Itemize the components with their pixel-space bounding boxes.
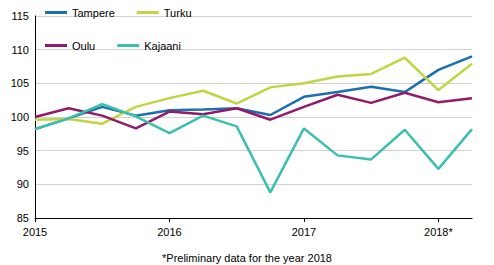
svg-text:115: 115 <box>11 10 29 22</box>
svg-text:*Preliminary data for the year: *Preliminary data for the year 2018 <box>162 252 332 264</box>
svg-text:Tampere: Tampere <box>72 7 115 19</box>
svg-text:Oulu: Oulu <box>72 40 95 52</box>
svg-text:95: 95 <box>17 145 29 157</box>
svg-text:Kajaani: Kajaani <box>144 40 181 52</box>
svg-text:100: 100 <box>11 111 29 123</box>
svg-text:2015: 2015 <box>23 226 47 238</box>
svg-text:2016: 2016 <box>157 226 181 238</box>
svg-text:105: 105 <box>11 77 29 89</box>
svg-text:110: 110 <box>11 44 29 56</box>
svg-text:85: 85 <box>17 212 29 224</box>
svg-text:90: 90 <box>17 178 29 190</box>
svg-text:Turku: Turku <box>164 7 192 19</box>
svg-text:2018*: 2018* <box>424 226 453 238</box>
svg-text:2017: 2017 <box>292 226 316 238</box>
